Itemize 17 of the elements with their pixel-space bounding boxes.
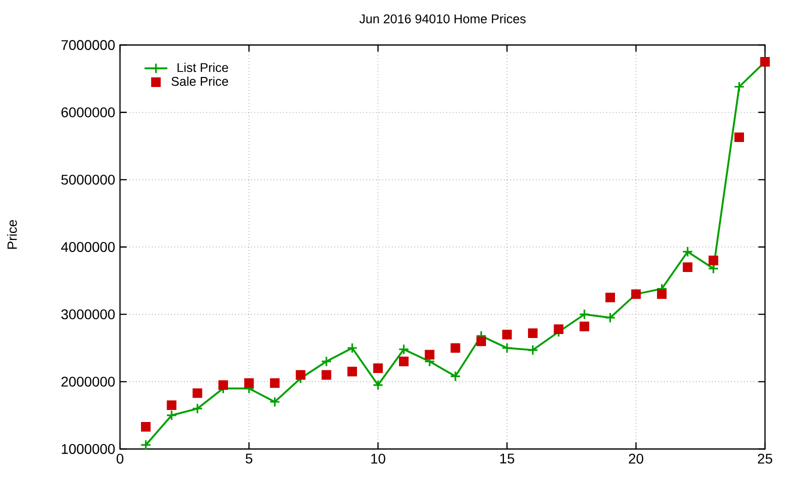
legend-label: Sale Price <box>172 76 228 86</box>
y-tick-label: 6000000 <box>62 107 115 118</box>
x-tick-label: 10 <box>371 454 386 464</box>
y-tick-label: 5000000 <box>61 174 115 185</box>
y-axis-title: Price <box>7 220 17 249</box>
x-tick-label: 25 <box>758 454 772 464</box>
y-tick-label: 4000000 <box>61 242 115 252</box>
chart-title: Jun 2016 94010 Home Prices <box>359 14 526 24</box>
x-tick-label: 0 <box>116 454 124 464</box>
y-tick-label: 3000000 <box>61 309 115 320</box>
y-tick-label: 7000000 <box>62 40 115 50</box>
legend-label: List Price <box>178 62 228 72</box>
y-tick-label: 2000000 <box>62 376 115 387</box>
y-tick-label: 1000000 <box>62 444 115 454</box>
x-tick-label: 15 <box>500 454 514 464</box>
x-tick-label: 20 <box>628 454 644 464</box>
x-tick-label: 5 <box>246 454 252 464</box>
